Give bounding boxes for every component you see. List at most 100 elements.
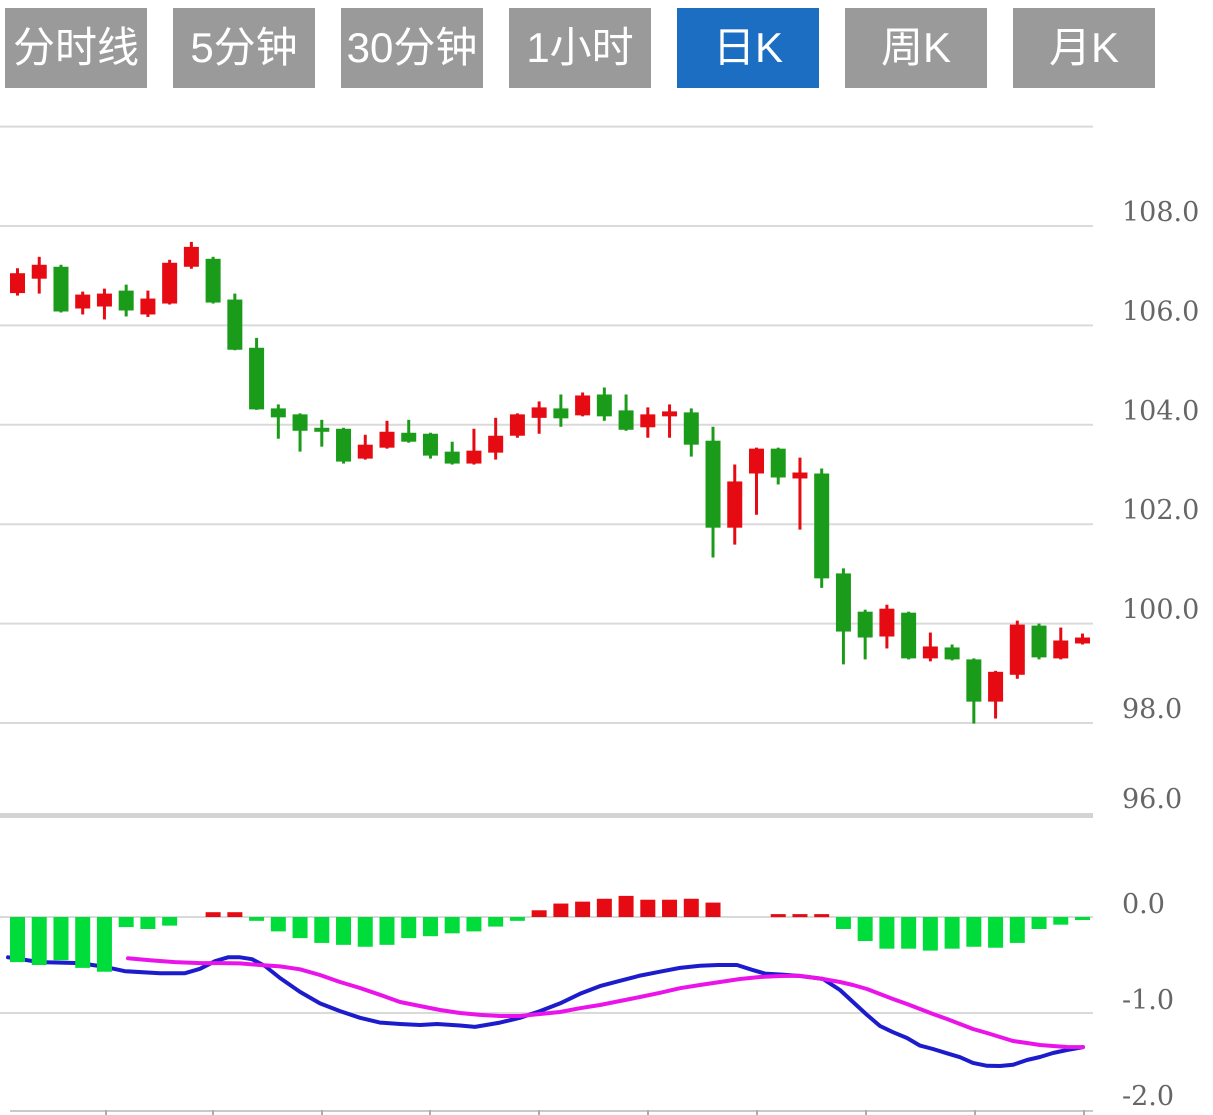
candle-body [531, 407, 547, 418]
candle-body [966, 659, 982, 702]
candle-body [922, 646, 938, 659]
candle-body [879, 608, 895, 637]
macd-bar [140, 917, 156, 929]
tab-daily[interactable]: 日K [677, 8, 819, 88]
candle-body [488, 435, 504, 453]
tab-5min[interactable]: 5分钟 [173, 8, 315, 88]
candle-body [683, 412, 699, 445]
candles [10, 241, 1091, 724]
macd-bar [488, 917, 504, 927]
macd-bar [10, 917, 25, 963]
candle-body [292, 414, 308, 431]
macd-bar [814, 914, 830, 918]
price-axis-label: 100.0 [1122, 595, 1199, 626]
candle-body [618, 410, 634, 430]
candle-body [336, 428, 352, 462]
candle-body [314, 427, 330, 432]
candle-body [727, 481, 743, 528]
macd-bar [292, 917, 308, 939]
macd-bar [379, 917, 395, 945]
macd-bar [966, 917, 982, 947]
macd-bar [53, 917, 69, 961]
candle-body [379, 431, 395, 448]
candle-body [575, 395, 591, 416]
macd-lines [6, 955, 1085, 1068]
macd-bar [444, 917, 460, 934]
macd-bar [705, 902, 721, 917]
price-axis-label: 108.0 [1122, 197, 1199, 228]
macd-bar [422, 917, 438, 937]
macd-axis-label: 0.0 [1122, 889, 1165, 920]
macd-bar [249, 917, 265, 921]
macd-bar [1075, 917, 1091, 920]
candle-body [988, 671, 1004, 702]
candle-body [596, 394, 612, 417]
candle-body [162, 262, 178, 304]
macd-bar [1053, 917, 1069, 925]
macd-bar [770, 914, 786, 918]
macd-bar [944, 917, 960, 949]
candle-body [835, 573, 851, 632]
candle-body [705, 440, 721, 528]
candle-body [183, 246, 199, 267]
tab-1hour[interactable]: 1小时 [509, 8, 651, 88]
macd-bar [96, 917, 112, 972]
candle-body [509, 414, 525, 436]
macd-bar [531, 910, 547, 917]
candle-body [748, 448, 764, 474]
candle-body [662, 411, 678, 417]
macd-bar [227, 912, 243, 917]
pane-divider [0, 813, 1093, 818]
price-axis-label: 96.0 [1122, 784, 1182, 815]
candle-body [444, 451, 460, 464]
dif-line [6, 955, 1085, 1068]
candle-body [422, 433, 438, 456]
price-axis-label: 104.0 [1122, 396, 1199, 427]
macd-axis-label: -1.0 [1122, 985, 1174, 1016]
tab-timeline[interactable]: 分时线 [5, 8, 147, 88]
macd-axis-label: -2.0 [1122, 1081, 1174, 1112]
price-axis-label: 102.0 [1122, 495, 1199, 526]
macd-bar [683, 898, 699, 917]
macd-bar [618, 895, 634, 917]
candle-body [205, 258, 221, 303]
axis-labels: 108.0 106.0 104.0 102.0 100.0 98.0 96.0 0.0 -1.0… [1122, 197, 1199, 1112]
candle-body [466, 450, 482, 464]
macd-bar [31, 917, 47, 965]
macd-bar [270, 917, 286, 932]
interval-tabbar: 分时线 5分钟 30分钟 1小时 日K 周K 月K [5, 8, 1155, 88]
candle-body [792, 472, 808, 479]
candle-body [357, 444, 373, 459]
candle-body [857, 611, 873, 638]
macd-bar [314, 917, 330, 943]
candle-body [770, 448, 786, 478]
macd-bar [509, 917, 525, 921]
macd-histogram [10, 895, 1091, 972]
macd-bar [640, 899, 656, 917]
tab-weekly[interactable]: 周K [845, 8, 987, 88]
price-axis-label: 98.0 [1122, 694, 1182, 725]
candle-body [249, 347, 265, 410]
macd-bar [118, 917, 134, 928]
macd-bar [553, 903, 569, 917]
macd-bar [901, 917, 917, 949]
macd-bar [575, 901, 591, 917]
macd-bar [205, 912, 221, 917]
macd-bar [879, 917, 895, 949]
x-axis [10, 1110, 1093, 1115]
macd-bar [75, 917, 91, 968]
candle-body [401, 432, 417, 442]
candle-body [553, 408, 569, 419]
macd-bar [988, 917, 1004, 948]
candle-body [270, 408, 286, 418]
macd-bar [336, 917, 352, 945]
tab-30min[interactable]: 30分钟 [341, 8, 483, 88]
tab-monthly[interactable]: 月K [1013, 8, 1155, 88]
candle-body [944, 647, 960, 660]
macd-bar [857, 917, 873, 941]
candle-body [1053, 640, 1069, 659]
candle-body [1031, 625, 1047, 658]
macd-bar [792, 914, 808, 918]
